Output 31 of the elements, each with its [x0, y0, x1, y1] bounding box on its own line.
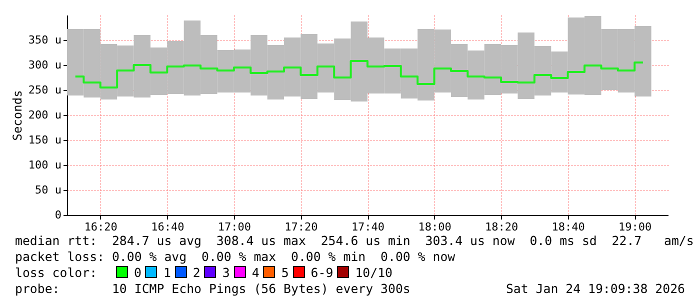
x-tick-label: 18:00 [418, 220, 452, 234]
text: Sat Jan 24 19:09:38 2026 [506, 281, 685, 297]
x-tick-label: 16:40 [151, 220, 184, 234]
text: 6-9 [310, 265, 334, 280]
x-tick-label: 19:00 [618, 220, 652, 234]
y-tick-label: 50 u [35, 184, 62, 196]
text: 0 [134, 265, 142, 280]
x-tick-label: 18:40 [552, 220, 585, 234]
text: packet loss: 0.00 % avg 0.00 % max 0.00 % min 0.00 % now [15, 249, 456, 265]
x-tick-label: 16:20 [84, 220, 118, 234]
x-tick-label: 17:40 [351, 220, 385, 234]
x-tick-label: 17:00 [218, 220, 251, 234]
y-tick-label: 350 u [28, 34, 62, 46]
text: 1 [163, 265, 171, 280]
text: probe: 10 ICMP Echo Pings (56 Bytes) every 300s [15, 281, 410, 296]
y-axis-title: Seconds [10, 90, 24, 141]
text: 2 [192, 265, 200, 280]
text: 3 [222, 265, 230, 280]
y-tick-label: 200 u [28, 108, 62, 122]
text: 10/10 [355, 265, 392, 280]
y-tick-label: 250 u [28, 84, 62, 96]
text: median rtt: 284.7 us avg 308.4 us max 254.6 us min 303.4 us now 0.0 ms sd 22.7 am/s [15, 233, 694, 249]
y-tick-label: 300 u [28, 58, 62, 72]
x-tick-label: 17:20 [284, 220, 318, 234]
text: loss color: [15, 265, 98, 280]
text: 5 [281, 265, 289, 280]
y-tick-label: 100 u [28, 158, 62, 172]
x-tick-label: 18:20 [484, 220, 518, 234]
y-tick-label: 150 u [28, 134, 62, 146]
y-tick-label: 0 [54, 208, 62, 222]
text: 4 [252, 265, 260, 280]
